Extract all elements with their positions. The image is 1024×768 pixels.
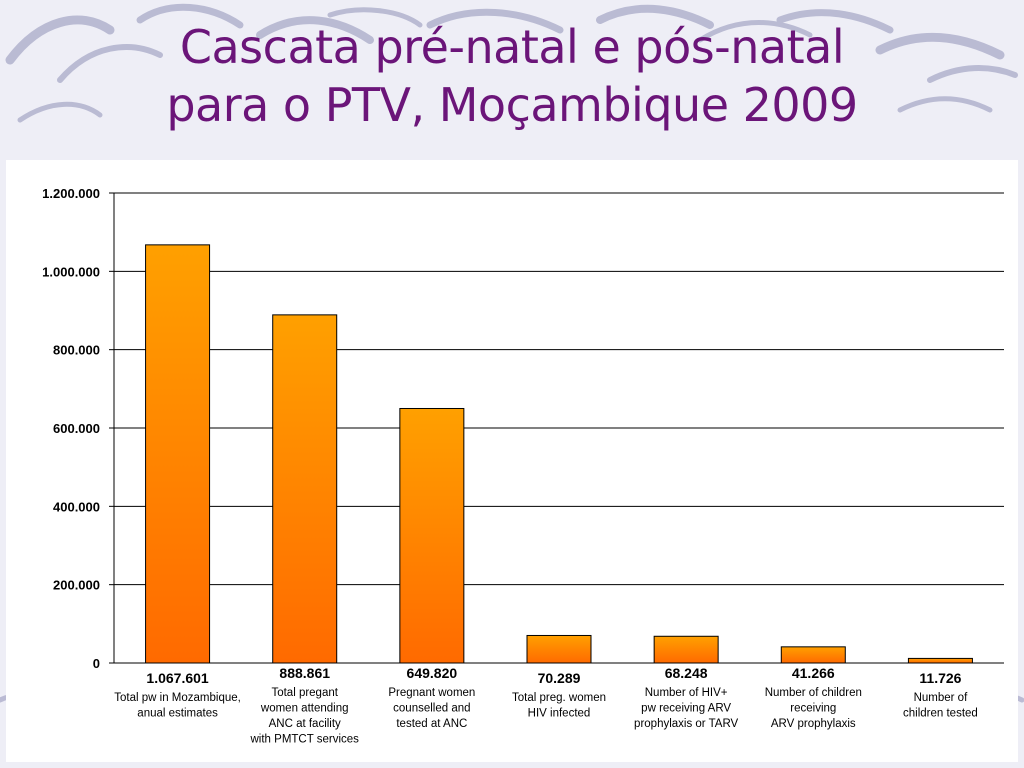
category-label: HIV infected: [528, 708, 591, 720]
bar-value-label: 70.289: [538, 670, 581, 686]
category-label: Total pregant: [271, 687, 338, 699]
category-label: Total pw in Mozambique,: [114, 692, 241, 704]
category-label: Number of HIV+: [645, 687, 728, 699]
bar: [780, 646, 846, 664]
bar-value-label: 68.248: [665, 665, 708, 681]
y-tick-label: 1.200.000: [42, 186, 100, 201]
category-label: anual estimates: [137, 708, 218, 720]
bar: [272, 314, 338, 664]
category-label: with PMTCT services: [250, 734, 360, 746]
bar-value-label: 649.820: [407, 665, 458, 681]
bar-value-label: 11.726: [919, 670, 961, 686]
bar: [145, 244, 211, 664]
y-tick-label: 0: [93, 656, 100, 671]
category-label: counselled and: [393, 703, 470, 715]
bar-value-label: 888.861: [279, 665, 330, 681]
category-label: ARV prophylaxis: [771, 718, 856, 730]
category-label: women attending: [260, 703, 349, 715]
y-tick-label: 600.000: [53, 421, 100, 436]
y-tick-label: 200.000: [53, 578, 100, 593]
category-label: ANC at facility: [269, 718, 341, 730]
slide-title-line-1: Cascata pré-natal e pós-natal: [179, 20, 845, 74]
bar: [399, 407, 465, 664]
category-label: Number of: [914, 692, 968, 704]
y-tick-label: 400.000: [53, 499, 100, 514]
bar-value-label: 41.266: [792, 665, 835, 681]
category-label: Pregnant women: [388, 687, 475, 699]
y-tick-label: 1.000.000: [42, 264, 100, 279]
bar: [526, 634, 592, 664]
bar: [907, 657, 973, 664]
category-label: Number of children: [765, 687, 862, 699]
category-label: receiving: [790, 703, 836, 715]
slide-title-line-2: para o PTV, Moçambique 2009: [166, 78, 858, 132]
category-label: Total preg. women: [512, 692, 606, 704]
chart-panel: 0 200.000 400.000 600.000 800.000 1.000.000 1.…: [6, 160, 1018, 762]
category-label: prophylaxis or TARV: [634, 718, 739, 730]
category-label: tested at ANC: [396, 718, 467, 730]
bar: [653, 635, 719, 664]
category-label: pw receiving ARV: [641, 703, 731, 715]
y-tick-label: 800.000: [53, 343, 100, 358]
slide-title: Cascata pré-natal e pós-natal para o PTV…: [0, 18, 1024, 134]
bar-chart: 0 200.000 400.000 600.000 800.000 1.000.000 1.…: [42, 186, 1004, 746]
bar-value-label: 1.067.601: [146, 670, 208, 686]
category-label: children tested: [903, 708, 978, 720]
